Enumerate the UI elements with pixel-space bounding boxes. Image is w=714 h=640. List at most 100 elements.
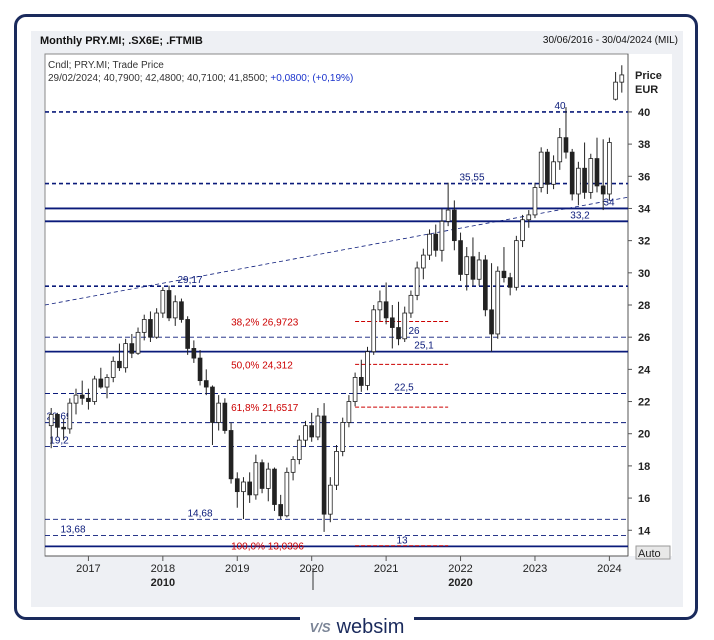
candle-body [365,351,370,386]
brand-wrap: V/S websim [299,615,415,639]
candle-body [110,360,116,378]
fib-label: 50,0% 24,312 [231,360,293,371]
y-axis-band [628,54,672,556]
candle-body [600,185,606,195]
candle-body [73,394,79,404]
candle-body [334,451,339,486]
level-label: 33,2 [570,210,590,221]
x-tick-label: 2017 [76,563,100,575]
candle-body [92,378,97,402]
candle-body [526,214,532,221]
auto-scale-label: Auto [638,548,661,560]
candle-body [79,394,85,399]
candle-body [545,151,550,185]
candle-body [383,301,389,319]
candle-body [389,317,395,328]
candle-body [371,309,377,353]
x-tick-label: 2022 [448,563,472,575]
candle-body [464,256,470,275]
candle-body [569,151,575,195]
x-tick-label: 2018 [151,563,175,575]
info-line-2: 29/02/2024; 40,7900; 42,4800; 40,7100; 4… [48,73,353,84]
candle-body [234,478,240,493]
candle-body [352,377,358,402]
candle-body [588,158,594,193]
y-axis-title: Price [635,70,662,82]
y-axis-unit: EUR [635,84,658,96]
candle-body [458,240,463,275]
level-label: 34 [603,197,615,208]
info-change: +0,0800; (+0,19%) [268,73,354,84]
candle-body [557,137,563,163]
candle-body [439,220,445,251]
candle-body [495,270,501,335]
candle-body [172,301,178,319]
candle-body [433,233,439,251]
chart-title: Monthly PRY.MI; .SX6E; .FTMIB [40,35,203,47]
candle-body [520,219,525,242]
candle-body [408,294,414,314]
candle-body [538,151,544,188]
candle-body [532,187,538,216]
candle-body [135,331,141,354]
candle-body [421,254,426,269]
candle-body [179,301,184,320]
candle-body [483,259,488,311]
candle-body [284,471,290,517]
candle-body [191,348,197,359]
candle-body [551,161,556,185]
candle-body [166,290,172,319]
candle-body [259,462,265,489]
candle-body [86,397,91,402]
candle-body [265,468,271,489]
candle-body [61,426,66,430]
y-tick-label: 24 [638,364,651,376]
candle-body [489,309,494,335]
candle-body [247,481,252,496]
y-tick-label: 32 [638,236,650,248]
candle-body [607,142,612,195]
y-tick-label: 16 [638,493,650,505]
candle-body [315,415,321,438]
level-label: 19,2 [49,436,69,447]
candle-body [210,386,215,423]
candle-body [452,209,457,242]
y-tick-label: 28 [638,300,650,312]
x-tick-label: 2021 [374,563,398,575]
candle-body [303,425,308,441]
y-tick-label: 34 [638,203,651,215]
candle-body [104,377,110,388]
y-tick-label: 22 [638,397,650,409]
candle-body [476,259,482,280]
candle-body [340,422,346,452]
x-tick-label: 2024 [597,563,621,575]
fib-label: 38,2% 26,9723 [231,318,299,329]
candle-body [445,209,451,222]
candle-body [117,360,122,369]
candle-body [514,240,519,288]
candle-body [216,402,221,423]
candle-body [160,290,166,314]
level-label: 40 [554,101,566,112]
candle-body [228,430,234,480]
y-tick-label: 14 [638,525,651,537]
level-label: 25,1 [414,341,434,352]
candle-body [203,380,209,388]
auto-scale-button [635,545,671,560]
level-label: 26 [408,326,420,337]
candle-body [594,158,600,187]
candle-body [377,301,383,311]
websim-logo-icon: V/S [309,619,331,635]
y-tick-label: 18 [638,461,650,473]
candle-body [582,167,587,193]
candle-body [427,233,432,256]
candle-body [197,357,203,382]
candle-body [396,327,401,340]
candle-body [619,74,625,83]
fib-label: 61,8% 21,6517 [231,403,299,414]
brand-bar: V/S websim [0,614,714,640]
y-tick-label: 20 [638,429,650,441]
level-label: 22,5 [394,382,414,393]
level-label: 35,55 [459,173,484,184]
